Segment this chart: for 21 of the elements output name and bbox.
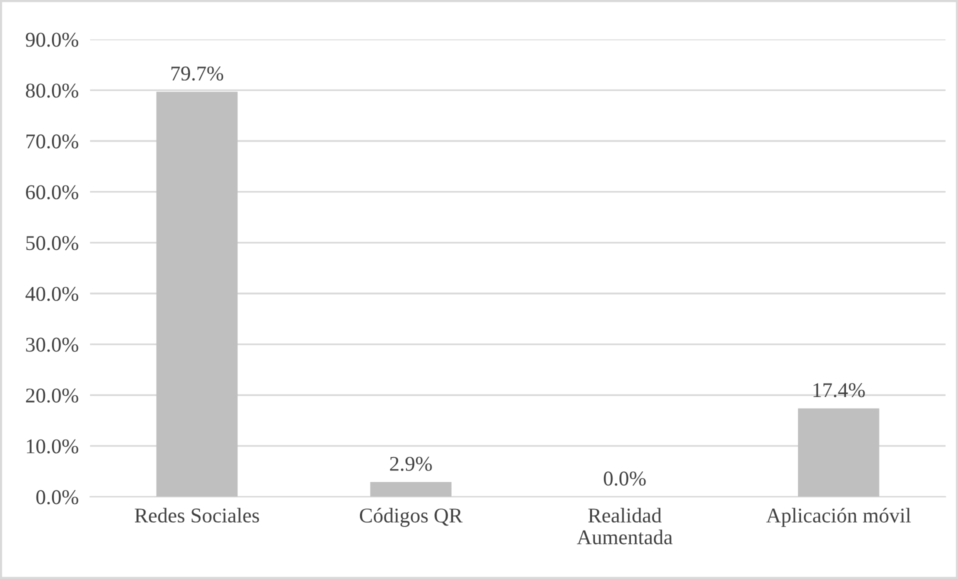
y-tick-label: 60.0% xyxy=(26,185,78,200)
data-label: 2.9% xyxy=(390,456,432,471)
y-tick-label: 80.0% xyxy=(26,84,78,98)
y-tick-label: 10.0% xyxy=(26,439,78,454)
data-label: 79.7% xyxy=(171,66,224,81)
y-tick-label: 70.0% xyxy=(26,134,78,149)
y-tick-label: 0.0% xyxy=(36,490,78,504)
y-tick-label: 50.0% xyxy=(26,236,78,250)
x-tick-label: Realidad Aumentada xyxy=(576,508,672,544)
data-label: 0.0% xyxy=(604,472,646,486)
data-label: 17.4% xyxy=(814,383,865,398)
y-tick-label: 30.0% xyxy=(26,338,78,352)
bar xyxy=(370,482,452,497)
y-tick-label: 20.0% xyxy=(26,388,78,403)
y-tick-label: 90.0% xyxy=(26,32,78,47)
x-tick-label: Aplicación móvil xyxy=(766,508,911,527)
bar xyxy=(156,92,238,497)
y-tick-label: 40.0% xyxy=(26,286,78,302)
x-tick-label: Códigos QR xyxy=(360,508,463,527)
x-tick-label: Redes Sociales xyxy=(134,508,260,523)
bar xyxy=(798,408,880,497)
